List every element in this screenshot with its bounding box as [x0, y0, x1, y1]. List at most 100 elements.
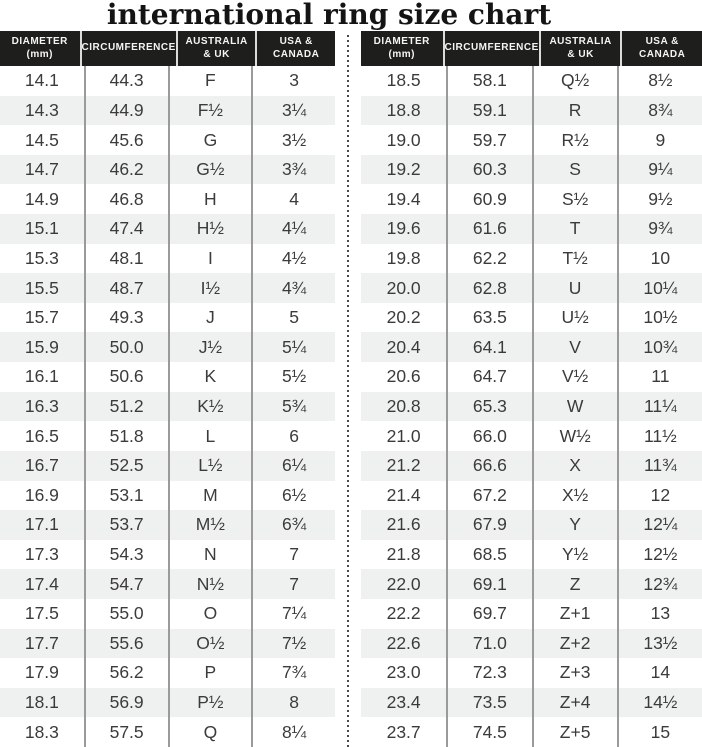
table-cell: 53.7 — [83, 510, 168, 540]
table-cell: K½ — [167, 391, 252, 422]
table-cell: 3¾ — [251, 154, 335, 185]
table-cell: 8¾ — [616, 95, 702, 126]
ring-size-table-right: DIAMETER (mm) CIRCUMFERENCE AUSTRALIA & … — [361, 31, 702, 747]
table-cell: M — [167, 480, 252, 511]
table-row: 20.6 64.7 V½ 11 — [361, 362, 702, 392]
table-cell: 3¼ — [251, 95, 335, 126]
table-cell: 20.0 — [386, 277, 421, 298]
table-cell: 15 — [616, 717, 702, 747]
table-row: 18.8 59.1 R 8¾ — [361, 95, 702, 126]
table-cell: 4¾ — [251, 273, 335, 303]
table-cell: 54.3 — [83, 539, 168, 570]
table-cell: 72.3 — [446, 658, 531, 688]
table-cell: 9¾ — [616, 214, 702, 244]
table-cell: 51.2 — [83, 391, 168, 422]
header-row: DIAMETER (mm) CIRCUMFERENCE AUSTRALIA & … — [361, 31, 702, 66]
header-cell-diameter: DIAMETER (mm) — [373, 36, 430, 60]
table-cell: 51.8 — [83, 421, 168, 451]
dotted-divider — [347, 35, 349, 747]
table-row: 19.6 61.6 T 9¾ — [361, 214, 702, 244]
table-row: 23.0 72.3 Z+3 14 — [361, 658, 702, 688]
table-row: 17.5 55.0 O 7¼ — [0, 598, 335, 629]
table-cell: W — [531, 391, 617, 422]
table-cell: 66.6 — [446, 450, 531, 481]
table-row: 20.8 65.3 W 11¼ — [361, 391, 702, 422]
table-row: 15.1 47.4 H½ 4¼ — [0, 214, 335, 244]
header-cell-diameter: DIAMETER (mm) — [11, 36, 68, 60]
table-row: 14.5 45.6 G 3½ — [0, 125, 335, 155]
table-row: 22.6 71.0 Z+2 13½ — [361, 628, 702, 659]
table-cell: 60.9 — [446, 184, 531, 215]
table-cell: 9 — [616, 125, 702, 155]
header-cell-circumference: CIRCUMFERENCE — [442, 31, 539, 66]
chart-content: DIAMETER (mm) CIRCUMFERENCE AUSTRALIA & … — [0, 31, 702, 747]
table-cell: Y — [531, 510, 617, 540]
table-cell: 11¾ — [616, 450, 702, 481]
table-cell: 45.6 — [83, 125, 168, 155]
table-cell: S½ — [531, 184, 617, 215]
table-cell: 23.4 — [386, 692, 421, 713]
table-cell: 50.0 — [83, 332, 168, 363]
table-row: 15.9 50.0 J½ 5¼ — [0, 332, 335, 363]
table-cell: F½ — [167, 95, 252, 126]
table-cell: 52.5 — [83, 450, 168, 481]
table-cell: 15.7 — [24, 307, 59, 328]
table-cell: 15.1 — [24, 218, 59, 239]
table-cell: Z+3 — [531, 658, 617, 688]
table-cell: 15.5 — [24, 277, 59, 298]
table-row: 19.0 59.7 R½ 9 — [361, 125, 702, 155]
table-cell: 7 — [251, 539, 335, 570]
table-cell: 19.6 — [386, 218, 421, 239]
table-cell: 18.8 — [386, 99, 421, 120]
table-cell: 61.6 — [446, 214, 531, 244]
table-cell: 14.1 — [24, 70, 59, 91]
table-cell: 6½ — [251, 480, 335, 511]
table-cell: 17.1 — [24, 514, 59, 535]
table-cell: 8¼ — [251, 717, 335, 747]
table-cell: 17.7 — [24, 632, 59, 653]
table-cell: 64.7 — [446, 362, 531, 392]
table-cell: U½ — [531, 302, 617, 333]
table-row: 19.8 62.2 T½ 10 — [361, 243, 702, 274]
table-cell: Z+4 — [531, 687, 617, 718]
table-row: 20.0 62.8 U 10¼ — [361, 273, 702, 303]
table-cell: O — [167, 598, 252, 629]
table-cell: H — [167, 184, 252, 215]
table-row: 18.1 56.9 P½ 8 — [0, 687, 335, 718]
table-cell: 55.0 — [83, 598, 168, 629]
table-cell: 44.3 — [83, 66, 168, 96]
table-cell: 6¾ — [251, 510, 335, 540]
table-cell: 18.1 — [24, 692, 59, 713]
table-cell: Z+2 — [531, 628, 617, 659]
table-cell: 44.9 — [83, 95, 168, 126]
table-cell: 17.9 — [24, 662, 59, 683]
table-cell: 20.2 — [386, 307, 421, 328]
table-row: 15.5 48.7 I½ 4¾ — [0, 273, 335, 303]
table-cell: 4¼ — [251, 214, 335, 244]
table-cell: 18.5 — [386, 70, 421, 91]
table-cell: 9¼ — [616, 154, 702, 185]
table-row: 16.9 53.1 M 6½ — [0, 480, 335, 511]
table-cell: J½ — [167, 332, 252, 363]
table-cell: R — [531, 95, 617, 126]
table-cell: G½ — [167, 154, 252, 185]
table-cell: 53.1 — [83, 480, 168, 511]
table-cell: 5¼ — [251, 332, 335, 363]
table-cell: 7¼ — [251, 598, 335, 629]
table-cell: 16.3 — [24, 396, 59, 416]
table-cell: 65.3 — [446, 391, 531, 422]
table-cell: 15.9 — [24, 336, 59, 357]
table-cell: 21.0 — [386, 425, 421, 446]
table-body: 14.1 44.3 F 3 14.3 44.9 F½ 3¼ 14.5 45.6 G 3½ 14.7 46.… — [0, 66, 335, 747]
table-cell: S — [531, 154, 617, 185]
table-cell: 56.2 — [83, 658, 168, 688]
ring-size-table-left: DIAMETER (mm) CIRCUMFERENCE AUSTRALIA & … — [0, 31, 335, 747]
table-row: 14.7 46.2 G½ 3¾ — [0, 154, 335, 185]
table-cell: 14.9 — [24, 188, 59, 209]
table-cell: P — [167, 658, 252, 688]
table-cell: 64.1 — [446, 332, 531, 363]
table-cell: 11 — [616, 362, 702, 392]
table-row: 20.2 63.5 U½ 10½ — [361, 302, 702, 333]
table-cell: J — [167, 302, 252, 333]
table-cell: 22.0 — [386, 573, 421, 594]
